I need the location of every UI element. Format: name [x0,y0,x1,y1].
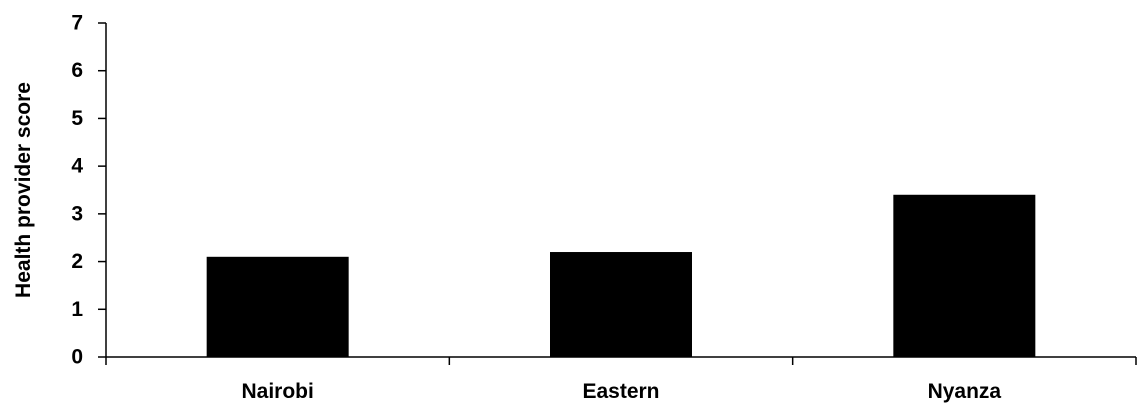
x-tick-label-nyanza: Nyanza [928,380,1002,403]
x-tick-label-nairobi: Nairobi [241,380,313,403]
bar-eastern [550,252,692,357]
bar-nairobi [206,256,349,357]
y-tick-label: 6 [71,59,83,82]
y-axis-ticks: 0 1 2 3 4 5 6 7 [71,12,106,369]
y-tick-label: 0 [71,346,83,369]
y-axis-title: Health provider score [12,82,35,298]
x-tick-label-eastern: Eastern [582,380,659,403]
y-tick-label: 5 [71,107,83,130]
x-axis-ticks: Nairobi Eastern Nyanza [105,357,1137,403]
bar-nyanza [893,194,1036,357]
bars [206,194,1036,357]
y-tick-label: 2 [71,250,83,273]
y-tick-label: 3 [71,202,83,225]
y-tick-label: 1 [71,298,83,321]
y-tick-label: 7 [71,12,83,35]
y-tick-label: 4 [71,155,83,178]
